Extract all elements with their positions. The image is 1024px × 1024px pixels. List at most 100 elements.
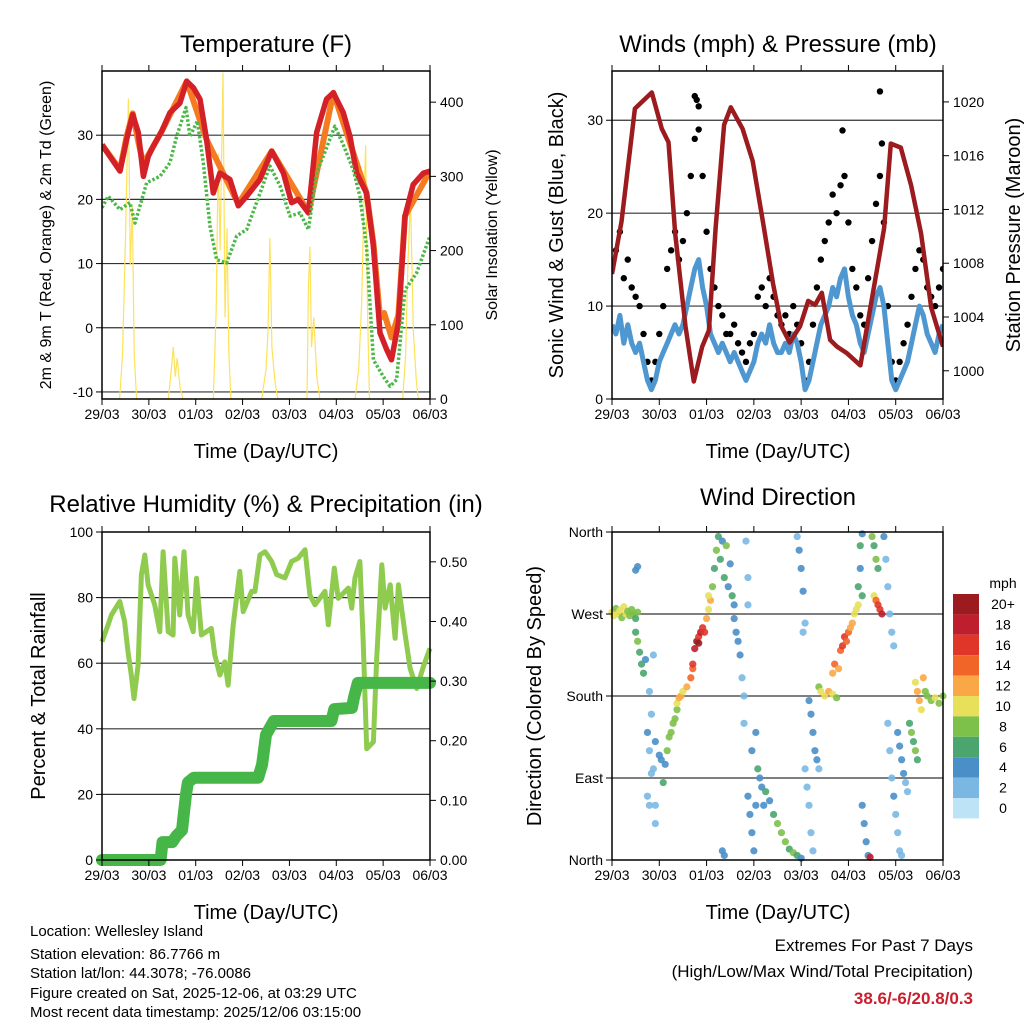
x-tick-label: 01/03 (178, 867, 213, 883)
gust-point (636, 302, 643, 310)
direction-point (632, 628, 640, 636)
direction-point (752, 728, 760, 737)
gust-point (687, 172, 695, 180)
direction-point (795, 546, 803, 554)
x-tick-label: 06/03 (412, 406, 447, 422)
x-tick-label: 30/03 (131, 867, 166, 883)
direction-point (740, 719, 748, 727)
gust-point (833, 209, 840, 217)
direction-point (634, 608, 642, 616)
temperature-ylabel: 2m & 9m T (Red, Orange) & 2m Td (Green) (38, 81, 55, 390)
gust-point (667, 247, 675, 254)
colorbar-swatch (953, 675, 979, 696)
y-tick-label: 0 (85, 320, 93, 336)
y-tick-label: North (569, 852, 603, 868)
direction-point (919, 674, 927, 682)
direction-point (801, 765, 809, 773)
x-tick-label: 30/03 (131, 406, 166, 422)
x-tick-label: 05/03 (878, 406, 913, 422)
direction-point (888, 628, 896, 636)
x-tick-label: 01/03 (689, 406, 724, 422)
extremes-title: Extremes For Past 7 Days (775, 936, 973, 955)
direction-point (730, 614, 738, 623)
gust-point (660, 302, 667, 310)
solar-ylabel: Solar Insolation (Yellow) (484, 149, 501, 320)
direction-point (728, 592, 736, 600)
direction-point (645, 747, 654, 755)
direction-point (736, 651, 744, 659)
direction-point (704, 605, 713, 614)
gust-point (695, 126, 702, 133)
direction-point (898, 756, 906, 764)
direction-point (708, 583, 717, 591)
direction-point (909, 737, 918, 746)
direction-point (884, 583, 892, 591)
y-tick-label: 60 (77, 655, 93, 671)
gust-point (719, 312, 726, 319)
colorbar-swatch (953, 594, 979, 615)
gust-point (640, 330, 647, 338)
x-tick-label: 29/03 (84, 867, 119, 883)
gust-point (813, 284, 821, 291)
direction-point (752, 801, 760, 809)
direction-point (701, 628, 709, 636)
gridlines (612, 119, 943, 307)
x-tick-label: 06/03 (925, 867, 960, 883)
station-info: Location: Wellesley Island Station eleva… (30, 923, 361, 1021)
temperature-xlabel: Time (Day/UTC) (194, 441, 339, 463)
direction-point (647, 769, 656, 778)
rh-line (99, 547, 433, 752)
direction-point (671, 715, 679, 723)
direction-point (856, 564, 864, 573)
direction-point (854, 583, 862, 591)
gust-point (693, 96, 700, 104)
winds-title: Winds (mph) & Pressure (mb) (619, 31, 936, 58)
gust-point (868, 237, 876, 245)
direction-point (702, 614, 711, 623)
direction-point (689, 660, 697, 668)
direction-point (866, 853, 874, 861)
y-tick-label: 0 (595, 391, 603, 407)
direction-point (663, 747, 671, 755)
direction-point (874, 564, 882, 573)
direction-point (854, 601, 862, 609)
direction-point (793, 532, 801, 541)
direction-point (710, 564, 719, 573)
direction-xlabel: Time (Day/UTC) (706, 902, 851, 924)
gust-point (900, 340, 907, 347)
colorbar-swatch (953, 614, 979, 635)
y-tick-label: 20 (77, 786, 93, 802)
direction-point (931, 694, 939, 702)
direction-point (726, 560, 734, 568)
extremes-subtitle: (High/Low/Max Wind/Total Precipitation) (672, 962, 973, 981)
y-right-tick-label: 1000 (953, 363, 984, 379)
x-tick-label: 03/03 (784, 406, 819, 422)
y-tick-label: -10 (73, 384, 93, 400)
direction-point (799, 587, 807, 595)
gust-point (738, 349, 746, 356)
colorbar-label: 14 (995, 657, 1011, 673)
gust-point (864, 275, 872, 282)
direction-point (748, 747, 756, 755)
y-right-tick-label: 0.10 (440, 792, 467, 808)
direction-point (807, 710, 815, 718)
direction-point (805, 801, 813, 809)
x-tick-label: 04/03 (319, 867, 354, 883)
rh-precip-title: Relative Humidity (%) & Precipitation (i… (49, 491, 482, 518)
direction-point (641, 655, 650, 664)
gust-point (912, 265, 919, 273)
direction-point (890, 792, 898, 800)
x-tick-label: 06/03 (412, 867, 447, 883)
gust-point (695, 103, 702, 110)
direction-point (868, 532, 876, 541)
direction-point (905, 719, 914, 727)
direction-point (651, 801, 659, 809)
gust-point (939, 265, 943, 273)
direction-point (659, 778, 667, 787)
colorbar-label: 0 (999, 800, 1007, 816)
direction-point (687, 674, 695, 682)
direction-point (886, 747, 894, 755)
direction-point (754, 765, 762, 773)
wind-line (612, 257, 943, 393)
